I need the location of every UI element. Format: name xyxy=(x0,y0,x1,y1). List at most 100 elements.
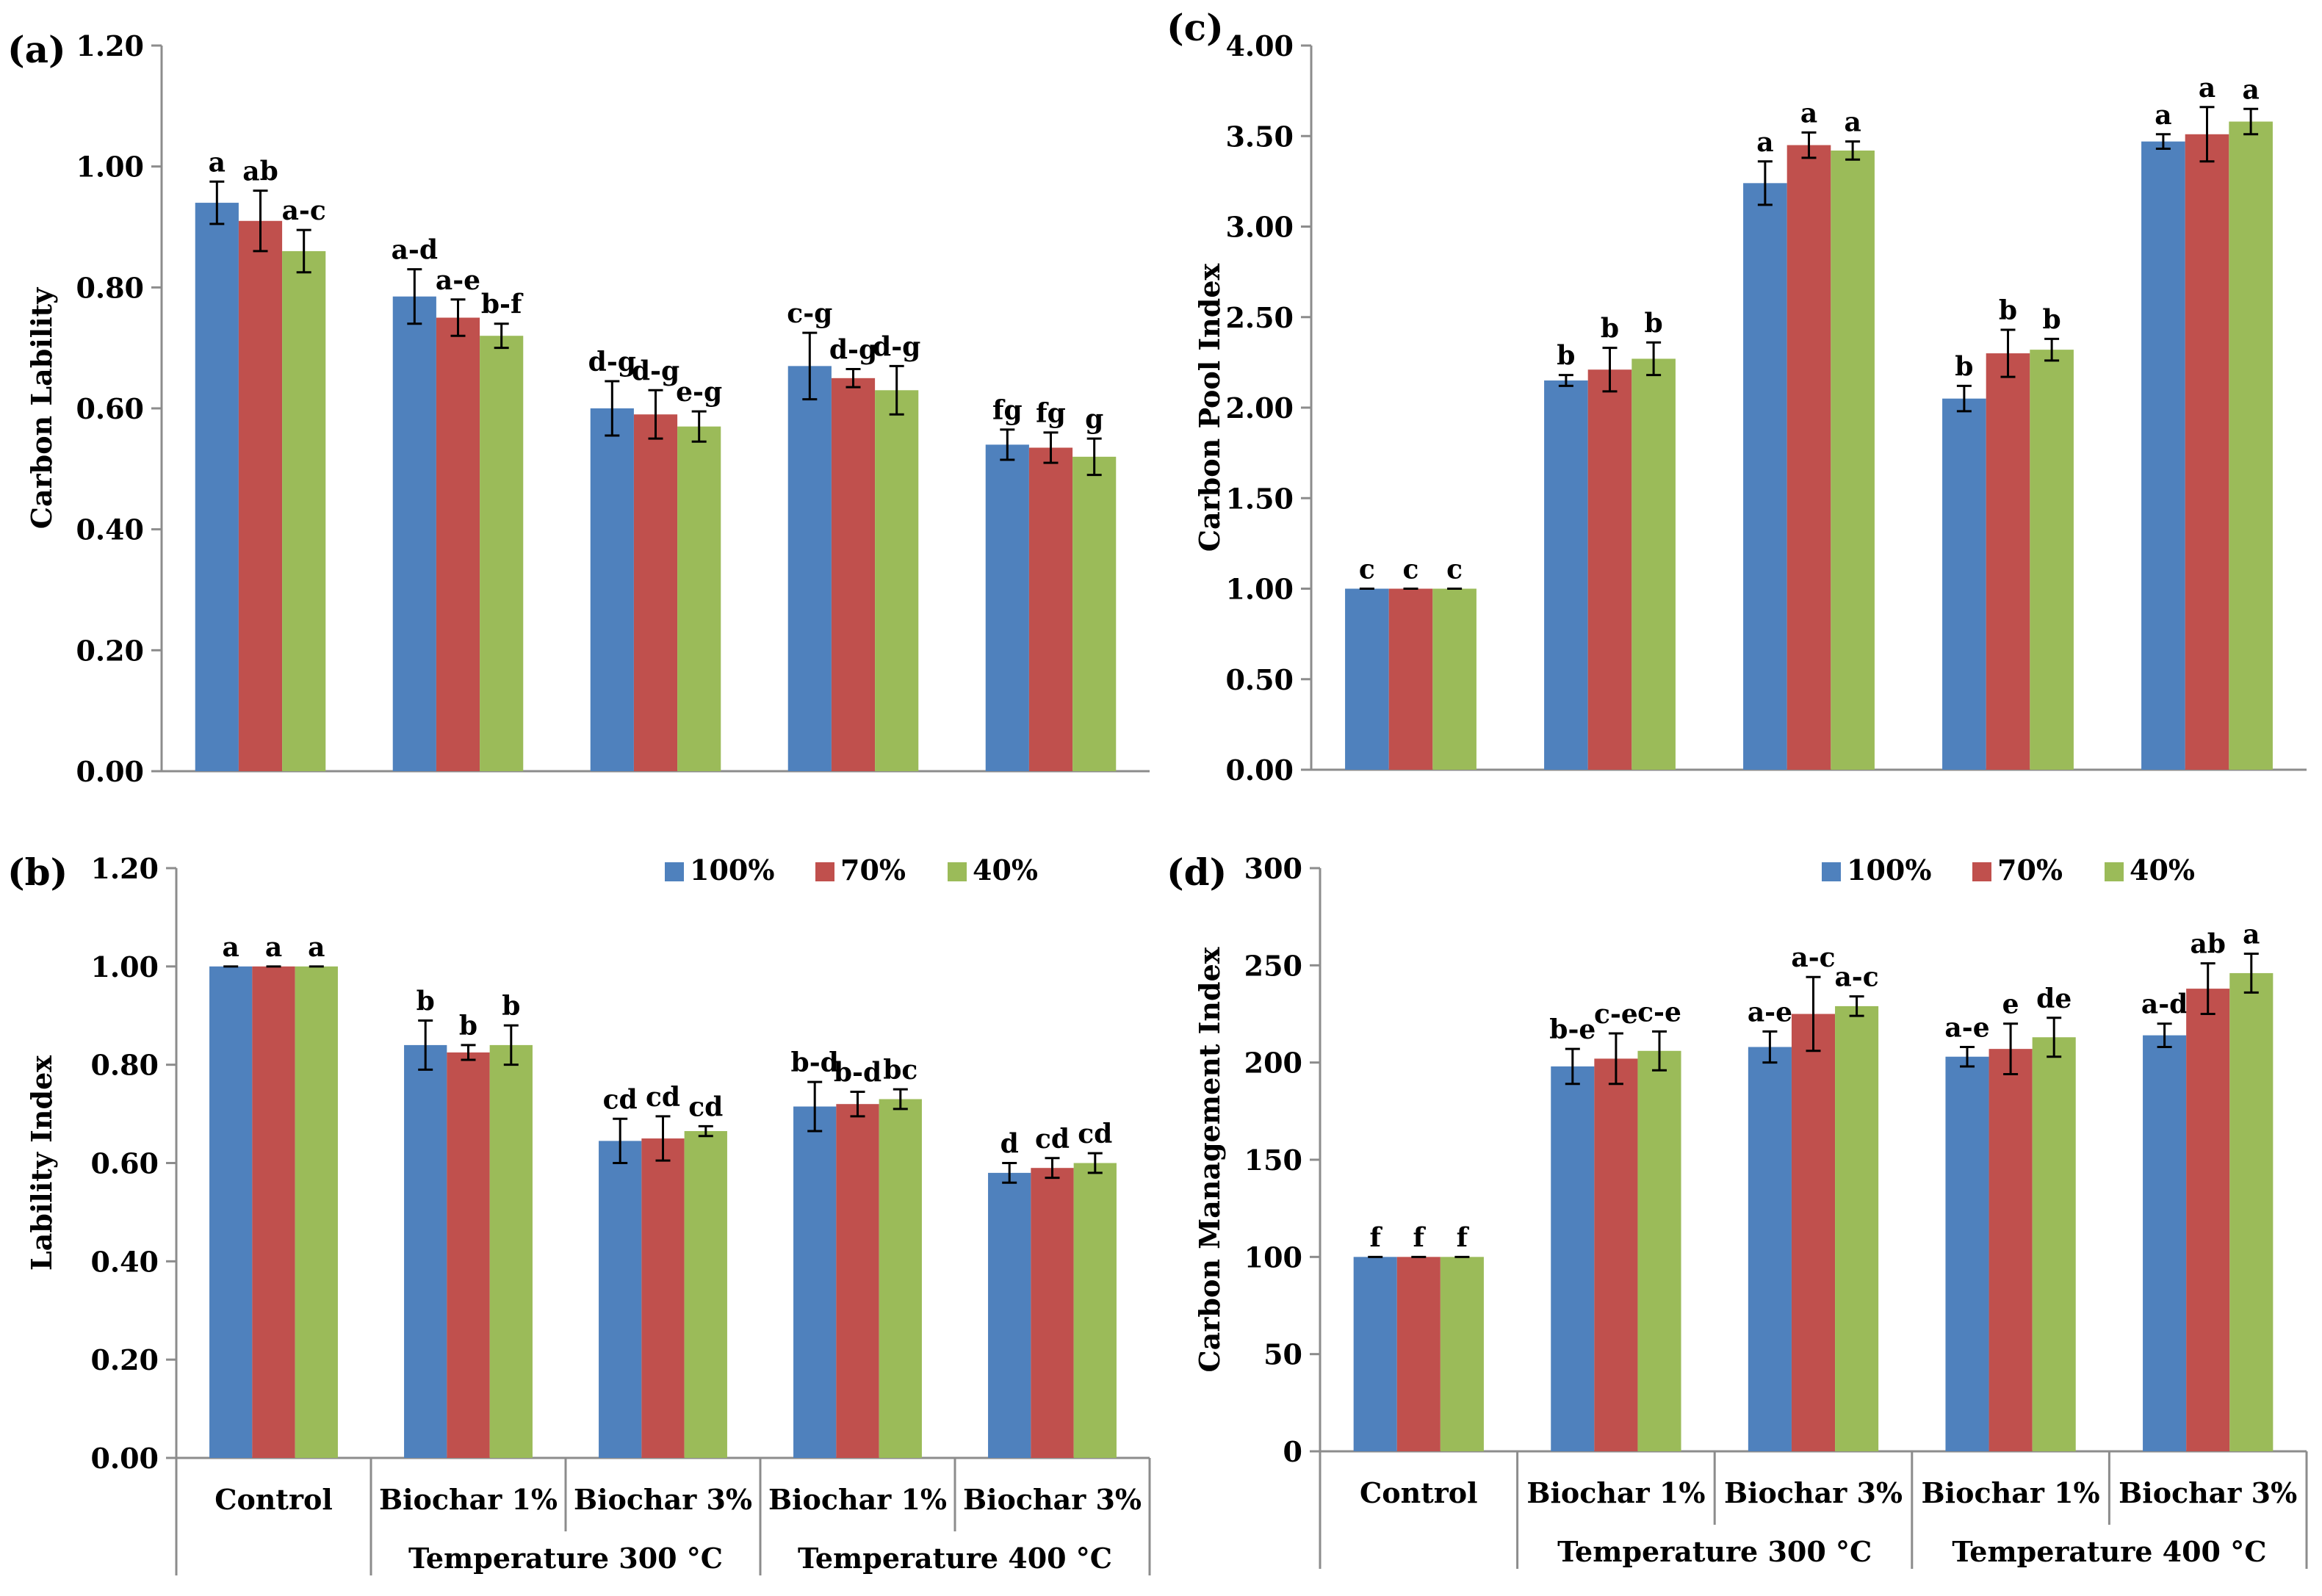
significance-letter: c xyxy=(1359,555,1375,585)
legend-label: 100% xyxy=(690,853,774,887)
bar xyxy=(1989,1049,2033,1451)
y-axis-title: Carbon Lability xyxy=(25,287,58,529)
significance-letter: cd xyxy=(603,1084,638,1115)
bar xyxy=(879,1099,922,1458)
legend-label: 70% xyxy=(1997,853,2063,887)
significance-letter: c-e xyxy=(1637,997,1681,1028)
y-tick-label: 2.50 xyxy=(1225,301,1294,334)
bar xyxy=(1942,398,1986,770)
significance-letter: c-g xyxy=(787,298,832,329)
panel-label: (d) xyxy=(1167,851,1227,894)
significance-letter: a xyxy=(209,147,226,178)
panel-label: (b) xyxy=(7,851,68,894)
bar xyxy=(1345,588,1389,770)
significance-letter: a-d xyxy=(392,235,438,266)
bar xyxy=(1631,358,1676,770)
bar xyxy=(447,1052,490,1458)
significance-letter: d-g xyxy=(632,355,679,386)
bar xyxy=(2185,134,2229,770)
bar xyxy=(404,1044,447,1458)
y-tick-label: 0.60 xyxy=(90,1147,159,1180)
bar xyxy=(436,317,480,771)
bar xyxy=(1743,183,1787,770)
bar xyxy=(1748,1047,1792,1451)
significance-letter: b xyxy=(1601,314,1619,344)
significance-letter: b-d xyxy=(791,1047,839,1078)
x-tick-label: Biochar 3% xyxy=(963,1483,1142,1516)
y-axis-title: Carbon Management Index xyxy=(1193,947,1226,1372)
y-tick-label: 1.00 xyxy=(76,151,144,184)
y-tick-label: 0.40 xyxy=(76,513,144,546)
significance-letter: de xyxy=(2036,983,2072,1014)
legend-label: 40% xyxy=(973,853,1038,887)
significance-letter: ab xyxy=(2190,929,2226,960)
x-tick-label: Biochar 1% xyxy=(768,1483,947,1516)
y-tick-label: 1.20 xyxy=(90,852,159,885)
y-tick-label: 2.00 xyxy=(1225,391,1294,425)
group-label: Temperature 400 °C xyxy=(798,1542,1112,1575)
x-tick-label: Biochar 1% xyxy=(1526,1476,1705,1509)
significance-letter: a-c xyxy=(1791,942,1835,973)
legend-swatch xyxy=(665,862,684,881)
y-tick-label: 4.00 xyxy=(1225,29,1294,62)
chart-panel-b: (b) 0.00 0.20 0.40 0.60 0.80 1.00 1.20 Lability … xyxy=(7,851,1151,1575)
significance-letter: a xyxy=(1756,127,1773,158)
significance-letter: a-d xyxy=(2141,989,2188,1020)
significance-letter: f xyxy=(1413,1222,1427,1253)
y-tick-label: 0.00 xyxy=(90,1442,159,1475)
significance-letter: b xyxy=(1955,351,1973,382)
legend-swatch xyxy=(1972,862,1991,881)
bar xyxy=(2229,972,2274,1451)
bar xyxy=(1791,1014,1836,1451)
significance-letter: a-e xyxy=(436,265,480,296)
legend-swatch xyxy=(815,862,834,881)
significance-letter: a-c xyxy=(1834,962,1878,993)
significance-letter: d-g xyxy=(829,334,877,365)
bar xyxy=(836,1104,879,1458)
bar xyxy=(1831,150,1875,770)
y-tick-label: 0.80 xyxy=(90,1049,159,1082)
panel-label: (c) xyxy=(1167,6,1224,49)
bar xyxy=(2141,141,2185,770)
significance-letter: a xyxy=(308,932,325,963)
bar xyxy=(1028,447,1073,771)
bar xyxy=(238,220,283,771)
bar xyxy=(875,390,919,771)
chart-panel-d: (d) 0 50 100 150 200 250 300 Carbon Management I… xyxy=(1167,851,2308,1569)
significance-letter: a xyxy=(2242,74,2259,105)
significance-letter: b-f xyxy=(481,289,524,320)
bar xyxy=(2030,350,2074,770)
legend-swatch xyxy=(948,862,967,881)
x-tick-label: Biochar 3% xyxy=(1724,1476,1903,1509)
bar xyxy=(282,250,326,771)
bar xyxy=(590,408,634,771)
x-tick-label: Biochar 3% xyxy=(574,1483,752,1516)
bar xyxy=(641,1138,685,1458)
bar xyxy=(1587,369,1632,770)
x-tick-label: Biochar 1% xyxy=(379,1483,558,1516)
legend-swatch xyxy=(1822,862,1841,881)
bar xyxy=(392,296,436,771)
significance-letter: b-e xyxy=(1549,1014,1596,1045)
bar xyxy=(1835,1005,1879,1451)
significance-letter: d-g xyxy=(873,331,920,362)
y-tick-label: 1.20 xyxy=(76,29,144,62)
significance-letter: e-g xyxy=(676,377,722,408)
legend-label: 100% xyxy=(1847,853,1931,887)
group-label: Temperature 400 °C xyxy=(1952,1535,2266,1568)
y-tick-label: 0.20 xyxy=(90,1343,159,1376)
bar xyxy=(252,966,295,1458)
y-tick-label: 0.40 xyxy=(90,1245,159,1278)
significance-letter: b-d xyxy=(834,1057,881,1088)
significance-letter: fg xyxy=(1036,398,1066,429)
significance-letter: e xyxy=(2002,989,2019,1020)
y-tick-label: 3.00 xyxy=(1225,211,1294,244)
y-tick-label: 1.00 xyxy=(90,950,159,983)
legend-label: 70% xyxy=(840,853,906,887)
significance-letter: a xyxy=(1844,107,1861,138)
bar xyxy=(1551,1066,1595,1451)
y-tick-label: 100 xyxy=(1244,1241,1302,1274)
x-tick-label: Control xyxy=(1360,1476,1478,1509)
significance-letter: b xyxy=(1999,295,2017,326)
